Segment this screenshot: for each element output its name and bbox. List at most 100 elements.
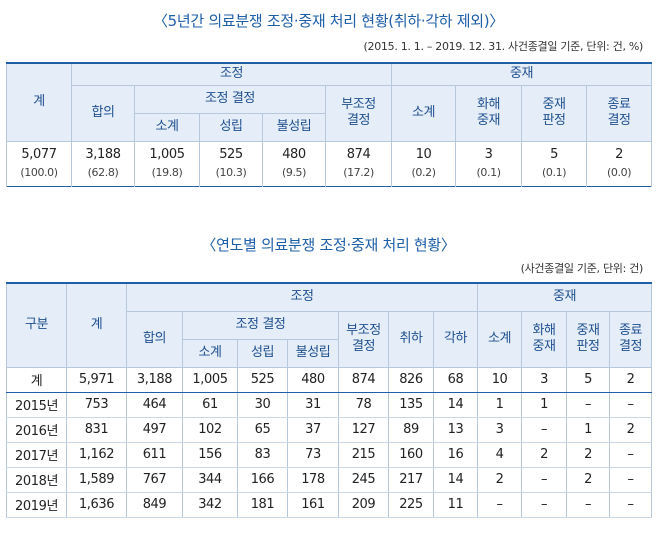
- table-cell: 30: [237, 392, 288, 418]
- table-cell: 2: [566, 467, 611, 493]
- table-cell: 65: [237, 417, 288, 443]
- table-cell: 874 (17.2): [324, 141, 393, 186]
- cell-value: 874: [346, 146, 371, 162]
- header-mediation: 조정: [70, 62, 393, 86]
- cell-percent: (0.1): [542, 165, 567, 179]
- cell-value: 5: [550, 146, 558, 162]
- table-cell: 14: [432, 392, 479, 418]
- table-cell: 2: [521, 442, 568, 468]
- table-cell: 156: [182, 442, 238, 468]
- table-cell: 37: [287, 417, 339, 443]
- table-cell: 480 (9.5): [262, 141, 326, 186]
- table-cell: 73: [287, 442, 339, 468]
- table-cell: 181: [237, 492, 288, 518]
- row-label: 2015년: [6, 392, 67, 418]
- row-label: 2017년: [6, 442, 67, 468]
- cell-percent: (100.0): [20, 165, 58, 179]
- header-settlement-arb: 화해 중재: [521, 310, 568, 368]
- header-settlement-arb: 화해 중재: [455, 84, 523, 142]
- table-cell: –: [521, 417, 568, 443]
- table-cell: 178: [287, 467, 339, 493]
- header-mediation-decision: 조정 결정: [182, 310, 339, 340]
- table-cell: 2: [566, 442, 611, 468]
- table-cell: 753: [66, 392, 127, 418]
- cell-percent: (0.2): [411, 165, 436, 179]
- table-cell: 3: [521, 367, 568, 393]
- table-cell: 2: [609, 417, 653, 443]
- header-not-established: 불성립: [287, 338, 339, 368]
- header-arb-decision: 중재 판정: [566, 310, 611, 368]
- table-cell: 3: [477, 417, 523, 443]
- table-cell: 831: [66, 417, 127, 443]
- header-withdrawal: 취하: [388, 310, 434, 368]
- table-cell: 10: [477, 367, 523, 393]
- header-not-established: 불성립: [262, 112, 326, 142]
- table-cell: 4: [477, 442, 523, 468]
- table-row: 2016년 831 497 102 65 37 127 89 13 3–1 2: [6, 417, 653, 443]
- table-cell: 1: [566, 417, 611, 443]
- table-cell: 1: [521, 392, 568, 418]
- table-cell: 2: [609, 367, 653, 393]
- table-row: 2015년 753 464 61 30 31 78 135 14 1 1– –: [6, 392, 653, 418]
- header-established: 성립: [199, 112, 263, 142]
- cell-percent: (0.0): [607, 165, 632, 179]
- table-cell: –: [609, 392, 653, 418]
- table-cell: 127: [338, 417, 389, 443]
- table-cell: 525 (10.3): [199, 141, 263, 186]
- cell-percent: (10.3): [215, 165, 247, 179]
- cell-percent: (17.2): [343, 165, 374, 179]
- table-cell: 102: [182, 417, 238, 443]
- table-cell: 10 (0.2): [391, 141, 457, 186]
- table-cell: 83: [237, 442, 288, 468]
- header-arb-subtotal: 소계: [391, 84, 457, 142]
- table-cell: –: [609, 492, 653, 518]
- table-cell: 5,077 (100.0): [6, 141, 72, 186]
- table2-unit-note: (사건종결일 기준, 단위: 건): [520, 262, 644, 275]
- table-cell: 245: [338, 467, 389, 493]
- table-cell: 31: [287, 392, 339, 418]
- table-cell: 14: [432, 467, 479, 493]
- table-cell: –: [477, 492, 523, 518]
- table-cell: 1,005 (19.8): [134, 141, 200, 186]
- header-agreement: 합의: [126, 310, 183, 368]
- cell-value: 2: [615, 146, 623, 162]
- cell-percent: (9.5): [281, 165, 307, 179]
- summary-table: 계 조정 중재 합의 조정 결정 부조정 결정 소계 화해 중재 중재 판정 종…: [6, 62, 653, 187]
- table-cell: 11: [432, 492, 479, 518]
- cell-value: 3: [484, 146, 493, 162]
- header-subtotal: 소계: [182, 338, 238, 368]
- table-cell: –: [566, 392, 611, 418]
- table-row: 5,077 (100.0) 3,188 (62.8) 1,005 (19.8) 525 (10…: [6, 141, 653, 186]
- table-cell: 209: [338, 492, 389, 518]
- table-cell: 826: [388, 367, 434, 393]
- table-cell: –: [566, 492, 611, 518]
- table-row: 2017년 1,162 611 156 83 73 215 160 16 4 2 2–: [6, 442, 653, 468]
- table-cell: 5: [566, 367, 611, 393]
- header-mediation-decision: 조정 결정: [134, 84, 326, 114]
- table-cell: 16: [432, 442, 479, 468]
- table-cell: –: [609, 442, 653, 468]
- table-cell: 464: [126, 392, 183, 418]
- table-cell: –: [521, 492, 568, 518]
- header-non-mediation: 부조정 결정: [324, 84, 393, 142]
- table-row: 2018년 1,589 767 344 166 178 245 217 14 2–2–: [6, 467, 653, 493]
- header-established: 성립: [237, 338, 288, 368]
- header-subtotal: 소계: [134, 112, 200, 142]
- header-end-decision: 종료 결정: [609, 310, 653, 368]
- table-cell: 525: [237, 367, 288, 393]
- table-cell: 611: [126, 442, 183, 468]
- table-cell: 3,188 (62.8): [71, 141, 135, 186]
- table2-title: 〈연도별 의료분쟁 조정·중재 처리 현황〉: [201, 236, 456, 254]
- table-cell: 1,162: [66, 442, 127, 468]
- cell-value: 3,188: [85, 146, 121, 162]
- table-cell: 342: [182, 492, 238, 518]
- table-cell: 160: [388, 442, 434, 468]
- table-cell: 78: [338, 392, 389, 418]
- table-cell: 1: [477, 392, 523, 418]
- header-total: 계: [66, 282, 127, 368]
- cell-percent: (62.8): [87, 165, 119, 179]
- table-cell: –: [521, 467, 568, 493]
- table-cell: 217: [388, 467, 434, 493]
- row-label: 2018년: [6, 467, 67, 493]
- table-cell: 3 (0.1): [455, 141, 523, 186]
